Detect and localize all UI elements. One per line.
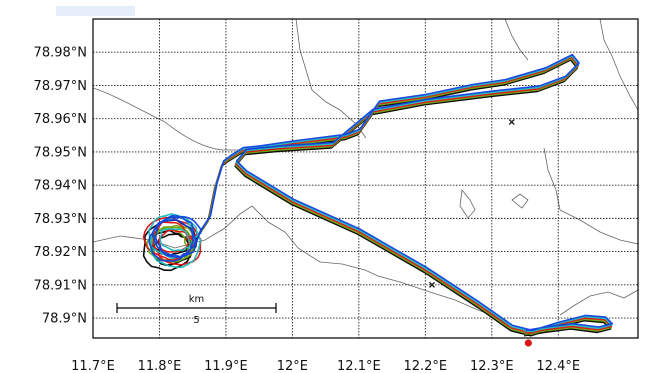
scale-bar-unit: km <box>189 294 205 305</box>
lat-tick-label: 78.96°N <box>34 112 87 127</box>
x-marker-stroke <box>508 119 515 126</box>
coastline-segment-0 <box>93 87 238 151</box>
lat-tick-label: 78.9°N <box>42 312 87 327</box>
map-frame <box>92 18 639 339</box>
scale-bar: km 5 <box>116 294 277 326</box>
lon-tick-label: 12.4°E <box>536 359 580 373</box>
lon-tick-label: 11.9°E <box>204 359 248 373</box>
coastline-segment-2 <box>504 19 529 61</box>
track-layer <box>142 53 614 337</box>
coastline-segment-6 <box>559 289 638 316</box>
lat-tick-label: 78.97°N <box>34 79 87 94</box>
lon-tick-label: 12.2°E <box>403 359 447 373</box>
lon-tick-label: 12.1°E <box>337 359 381 373</box>
lat-tick-label: 78.93°N <box>34 212 87 227</box>
lon-tick-label: 12.3°E <box>470 359 514 373</box>
x-marker-stroke <box>428 281 435 288</box>
x-marker-icon <box>428 281 435 288</box>
axis-labels: 78.98°N 78.97°N 78.96°N 78.95°N 78.94°N 78.93… <box>34 46 581 373</box>
lat-tick-label: 78.92°N <box>34 245 87 260</box>
scale-bar-value: 5 <box>193 315 199 326</box>
coastline-segment-3 <box>599 19 638 111</box>
marker-layer <box>428 119 532 347</box>
lon-tick-label: 11.7°E <box>71 359 115 373</box>
x-marker-icon <box>508 119 515 126</box>
red-dot-icon <box>524 339 532 347</box>
track-line <box>148 53 614 332</box>
lat-tick-label: 78.95°N <box>34 145 87 160</box>
frame-border <box>92 18 639 339</box>
lat-tick-label: 78.91°N <box>34 278 87 293</box>
lat-tick-label: 78.94°N <box>34 179 87 194</box>
coastline-segment-8 <box>511 193 529 209</box>
coastline-segment-7 <box>459 189 476 219</box>
coastline-segment-10 <box>559 209 638 245</box>
lon-tick-label: 12°E <box>277 359 308 373</box>
lon-tick-label: 11.8°E <box>138 359 182 373</box>
lat-tick-label: 78.98°N <box>34 46 87 61</box>
top-tab <box>56 6 135 16</box>
